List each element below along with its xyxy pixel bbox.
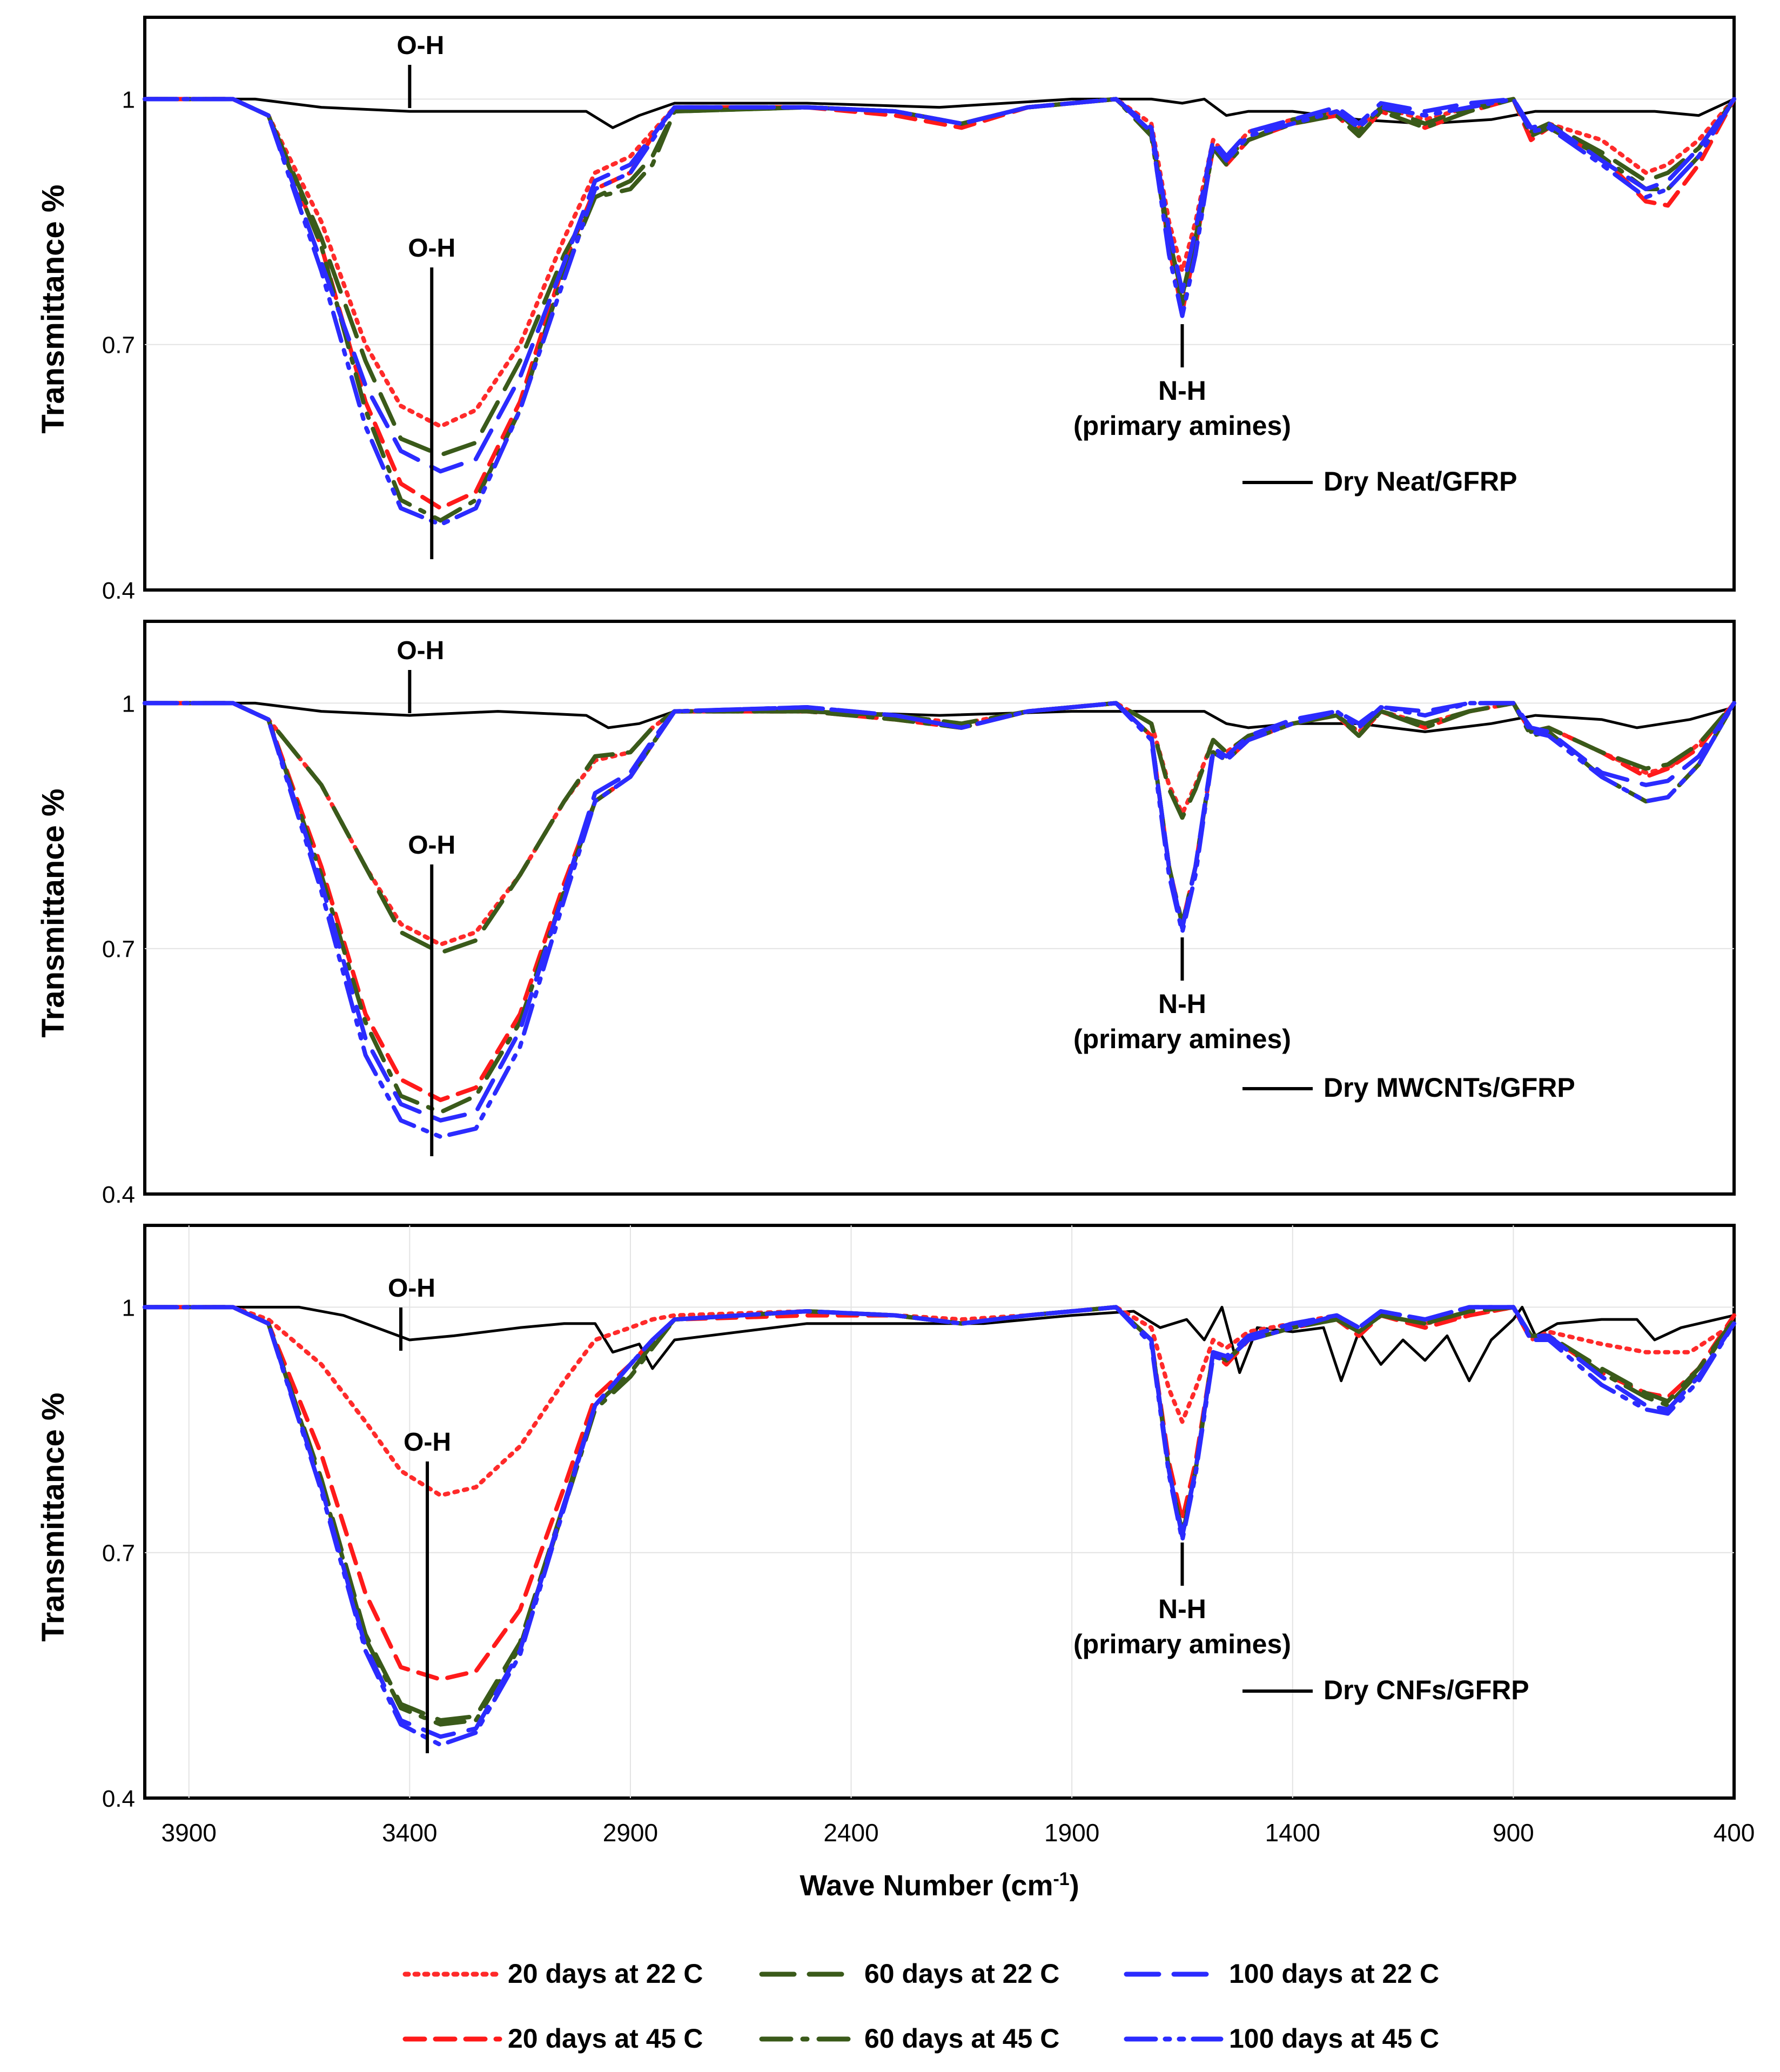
x-tick-label: 3900 [162,1819,217,1847]
legend-label: 20 days at 45 C [508,2023,703,2054]
y-axis-label: Transmittance % [36,185,71,434]
x-axis-title-end: ) [1070,1869,1079,1902]
series-dry-neat-gfrp [143,97,1736,129]
y-tick-label: 0.4 [102,1786,135,1812]
legend-item-20-days-at-45-c: 20 days at 45 C [402,2023,703,2054]
oh-annotation-large: O-H [404,1428,451,1457]
x-axis-title-main: Wave Number (cm [800,1869,1053,1902]
legend-item-20-days-at-22-c: 20 days at 22 C [402,1959,703,1989]
x-tick-label: 3400 [382,1819,437,1847]
legend-label: 100 days at 22 C [1229,1959,1439,1989]
y-tick-label: 1 [122,86,135,113]
nh-annotation-subtext: (primary amines) [1073,411,1291,441]
oh-annotation-small: O-H [397,636,444,665]
series-dry-mwcnts-gfrp [143,701,1736,733]
x-axis-title-superscript: -1 [1053,1869,1069,1889]
oh-annotation-small: O-H [388,1274,435,1303]
oh-annotation-large: O-H [408,234,455,263]
y-tick-label: 0.7 [102,1540,135,1567]
legend-item-60-days-at-22-c: 60 days at 22 C [759,1959,1059,1989]
chart-panels: 0.4 0.7 1 Transmittance % O-H O-H N-H (primary … [36,16,1736,1812]
legend-item-100-days-at-45-c: 100 days at 45 C [1124,2023,1439,2054]
x-tick-label: 2900 [603,1819,658,1847]
y-tick-label: 1 [122,1295,135,1321]
series-100-days-at-45-c [143,97,1736,527]
reference-legend-label: Dry MWCNTs/GFRP [1324,1072,1575,1103]
nh-annotation: N-H [1158,989,1206,1019]
nh-annotation-subtext: (primary amines) [1073,1629,1291,1659]
panel-middle: 0.4 0.7 1 Transmittance % O-H O-H N-H (primary … [36,620,1736,1208]
series-dry-cnfs-gfrp [143,1305,1736,1383]
x-tick-label: 2400 [823,1819,878,1847]
y-axis-label: Transmittance % [36,789,71,1038]
oh-annotation-large: O-H [408,831,455,860]
panel-top: 0.4 0.7 1 Transmittance % O-H O-H N-H (primary … [36,16,1736,604]
nh-annotation: N-H [1158,375,1206,406]
legend-item-100-days-at-22-c: 100 days at 22 C [1124,1959,1439,1989]
legend-label: 100 days at 45 C [1229,2023,1439,2054]
legend-item-60-days-at-45-c: 60 days at 45 C [759,2023,1059,2054]
series-100-days-at-45-c [143,701,1736,1139]
y-tick-label: 0.4 [102,578,135,604]
x-tick-label: 1900 [1044,1819,1099,1847]
legend-label: 60 days at 22 C [864,1959,1059,1989]
series-100-days-at-45-c [143,1305,1736,1747]
x-tick-label: 900 [1493,1819,1534,1847]
plot-frame [143,16,1736,592]
x-tick-label: 1400 [1265,1819,1320,1847]
plot-frame [143,1224,1736,1800]
x-axis-title: Wave Number (cm-1) [800,1869,1079,1902]
reference-legend-label: Dry Neat/GFRP [1324,466,1517,497]
plot-frame [143,620,1736,1196]
panel-bottom: 0.4 0.7 1 Transmittance % O-H O-H N-H (primary … [36,1224,1736,1812]
y-tick-label: 0.4 [102,1182,135,1208]
legend-label: 60 days at 45 C [864,2023,1059,2054]
x-tick-label: 400 [1714,1819,1755,1847]
legend-label: 20 days at 22 C [508,1959,703,1989]
nh-annotation-subtext: (primary amines) [1073,1024,1291,1054]
x-axis: 3900 3400 2900 2400 1900 1400 900 400 Wave Numbe… [162,1819,1755,1902]
y-tick-label: 1 [122,690,135,717]
y-axis-label: Transmittance % [36,1393,71,1642]
reference-legend-label: Dry CNFs/GFRP [1324,1675,1529,1705]
legend: 20 days at 22 C 60 days at 22 C 100 days a… [402,1959,1439,2054]
oh-annotation-small: O-H [397,31,444,60]
y-tick-label: 0.7 [102,332,135,359]
y-tick-label: 0.7 [102,936,135,963]
nh-annotation: N-H [1158,1594,1206,1624]
